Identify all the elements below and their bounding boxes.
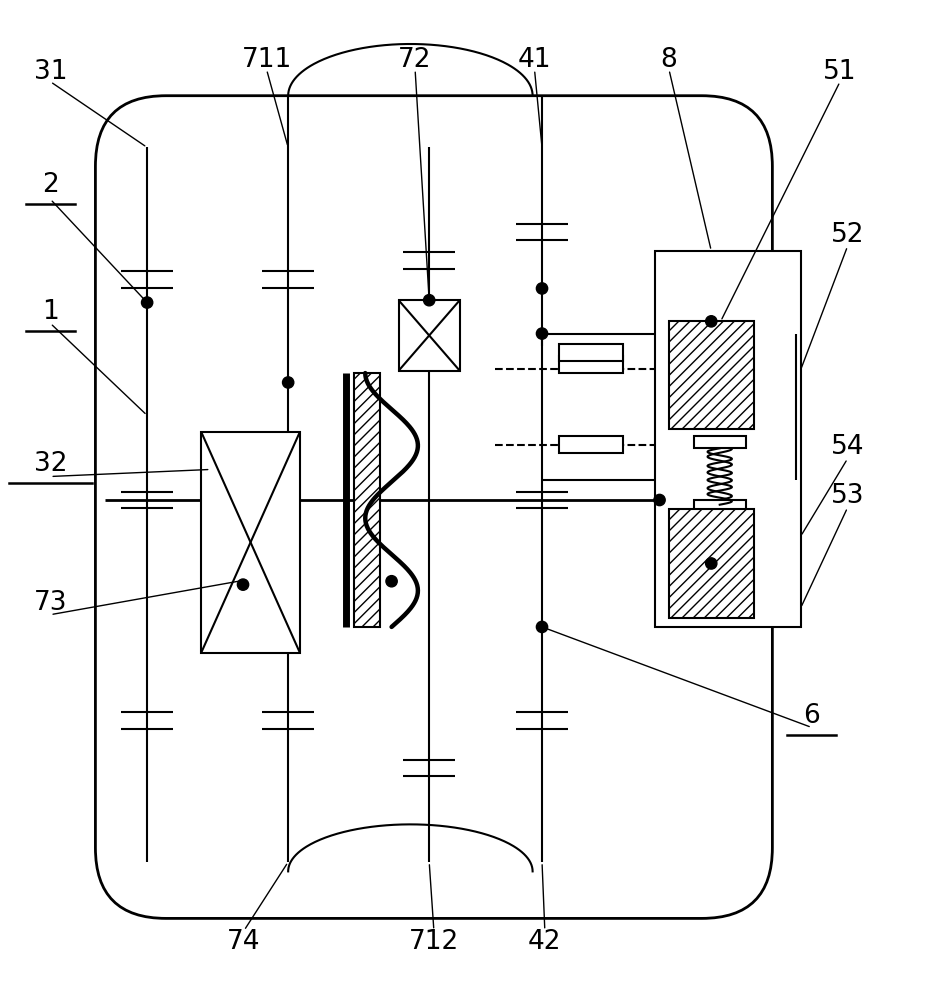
Bar [559,356,623,373]
Text: 1: 1 [41,299,58,325]
Bar [654,251,801,627]
Text: 31: 31 [34,59,67,85]
Circle shape [705,316,717,327]
Text: 51: 51 [823,59,857,85]
Text: 53: 53 [831,483,865,509]
Text: 73: 73 [34,590,67,616]
FancyBboxPatch shape [95,96,772,918]
Bar [399,300,460,371]
Text: 52: 52 [831,222,865,248]
Bar [669,509,753,618]
Text: 711: 711 [241,47,291,73]
Circle shape [238,579,249,590]
Text: 8: 8 [661,47,677,73]
Text: 41: 41 [518,47,552,73]
Text: 6: 6 [803,703,820,729]
Circle shape [537,283,548,294]
Circle shape [653,494,665,506]
Bar [354,373,380,627]
Bar [669,321,753,429]
Text: 42: 42 [528,929,562,955]
Text: 2: 2 [41,172,58,198]
Bar [694,436,746,448]
Circle shape [705,558,717,569]
Circle shape [283,377,294,388]
Text: 32: 32 [34,451,67,477]
Circle shape [386,576,397,587]
Text: 712: 712 [408,929,459,955]
Circle shape [423,295,435,306]
Bar [694,500,746,512]
Text: 72: 72 [398,47,432,73]
Bar [559,344,623,361]
Text: 54: 54 [831,434,865,460]
Text: 74: 74 [227,929,260,955]
Bar [201,432,300,653]
Circle shape [141,297,153,308]
Bar [559,436,623,453]
Circle shape [537,328,548,339]
Circle shape [537,621,548,633]
